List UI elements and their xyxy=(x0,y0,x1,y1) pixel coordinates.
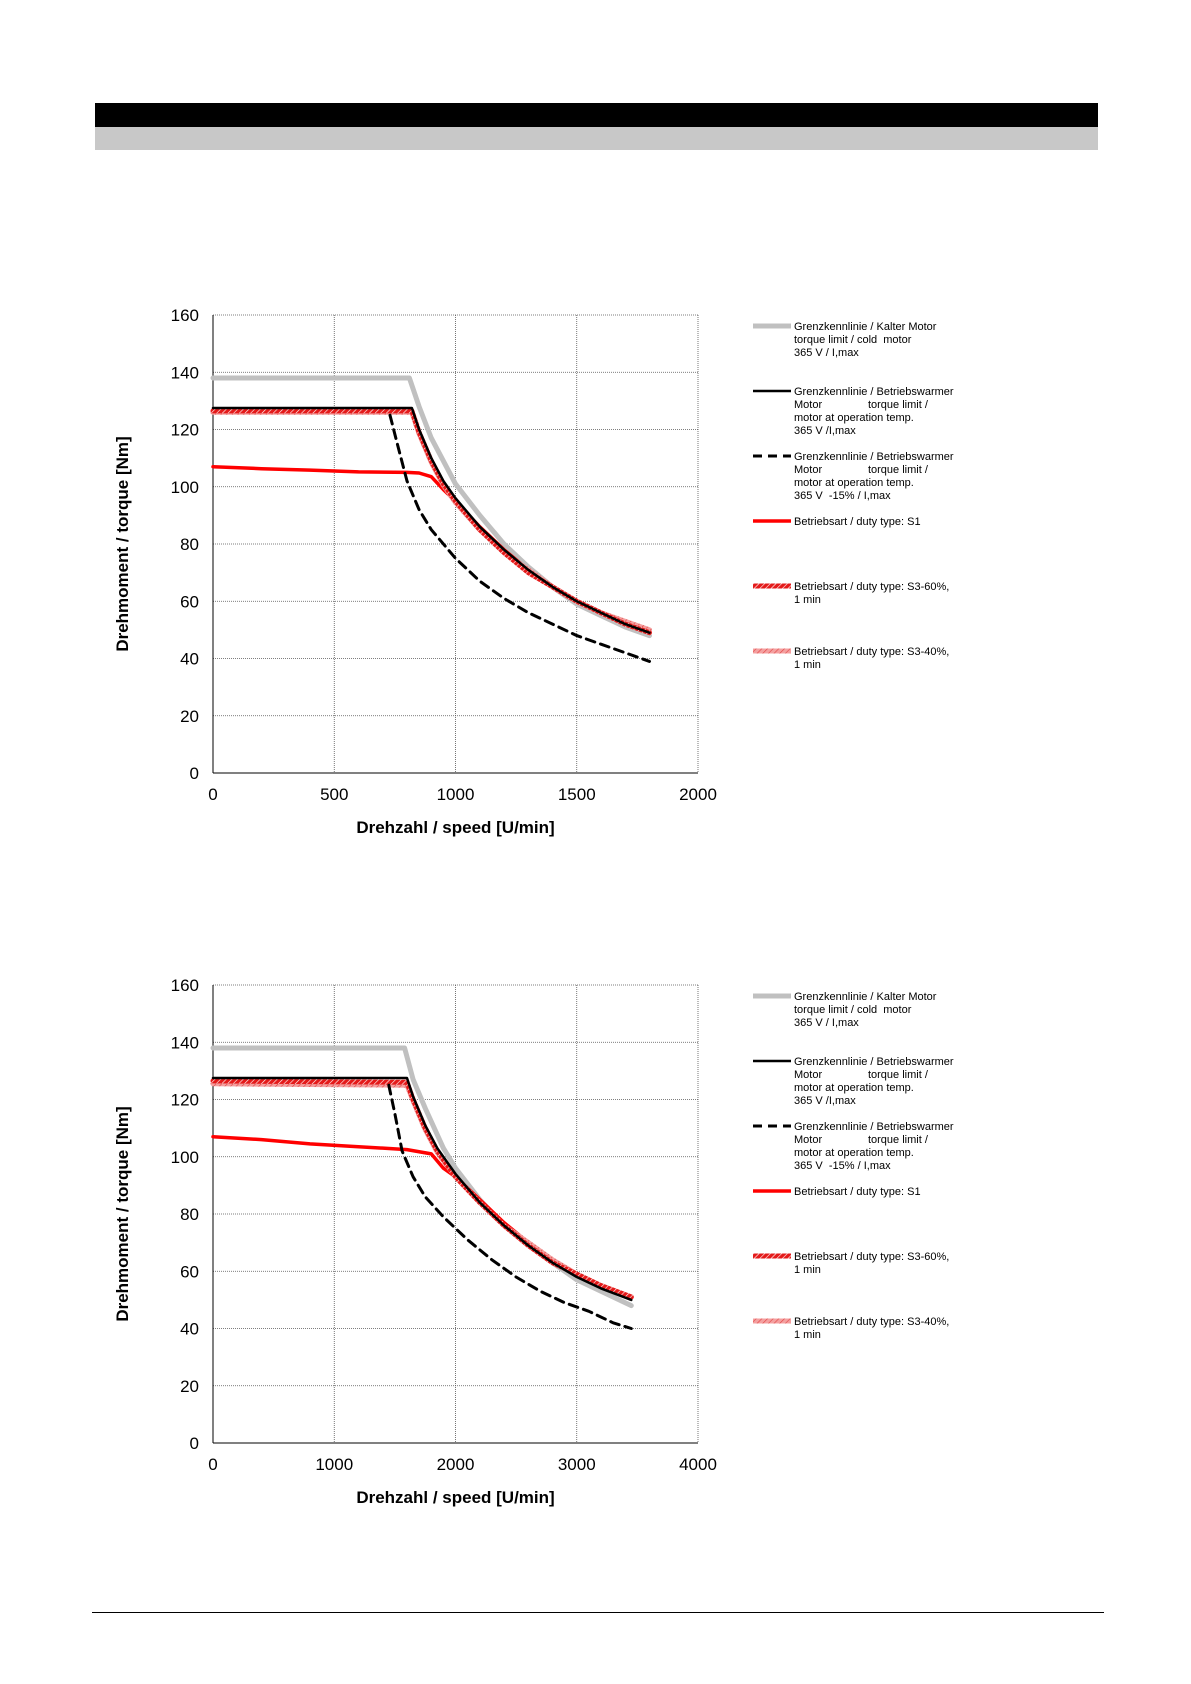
legend-item-3: Grenzkennlinie / Betriebswarmer Motor tor… xyxy=(753,1121,954,1172)
series-line-6 xyxy=(210,409,652,633)
y-tick-label: 20 xyxy=(180,707,199,726)
y-tick-label: 100 xyxy=(171,478,199,497)
legend-label: Betriebsart / duty type: S1 xyxy=(794,516,921,528)
series-line-2 xyxy=(211,1076,633,1302)
header-gray-bar xyxy=(95,127,1098,150)
series-line-3 xyxy=(387,1083,633,1330)
y-tick-label: 80 xyxy=(180,1205,199,1224)
legend-label: Grenzkennlinie / Kalter Motor torque limi… xyxy=(794,321,937,359)
legend-item-1: Grenzkennlinie / Kalter Motor torque limi… xyxy=(753,321,937,359)
legend-label: Betriebsart / duty type: S3-40%, 1 min xyxy=(794,1316,949,1341)
x-tick-label: 500 xyxy=(320,785,348,804)
x-tick-label: 1000 xyxy=(315,1455,353,1474)
legend-item-5: Betriebsart / duty type: S3-60%, 1 min xyxy=(753,1251,949,1276)
legend-label: Grenzkennlinie / Betriebswarmer Motor tor… xyxy=(794,1056,954,1107)
x-tick-label: 4000 xyxy=(679,1455,717,1474)
x-tick-label: 1500 xyxy=(558,785,596,804)
y-tick-label: 60 xyxy=(180,592,199,611)
x-tick-label: 3000 xyxy=(558,1455,596,1474)
y-tick-label: 140 xyxy=(171,363,199,382)
footer-rule xyxy=(92,1612,1104,1613)
legend-item-3: Grenzkennlinie / Betriebswarmer Motor tor… xyxy=(753,451,954,502)
x-tick-label: 1000 xyxy=(437,785,475,804)
y-axis-title: Drehmoment / torque [Nm] xyxy=(113,436,132,651)
legend-label: Betriebsart / duty type: S3-60%, 1 min xyxy=(794,1251,949,1276)
y-tick-label: 60 xyxy=(180,1262,199,1281)
x-tick-label: 0 xyxy=(208,785,217,804)
legend-item-4: Betriebsart / duty type: S1 xyxy=(753,516,921,528)
y-tick-label: 160 xyxy=(171,976,199,995)
legend-label: Grenzkennlinie / Kalter Motor torque limi… xyxy=(794,991,937,1029)
x-tick-label: 2000 xyxy=(437,1455,475,1474)
x-axis-title: Drehzahl / speed [U/min] xyxy=(356,1488,554,1507)
legend-label: Betriebsart / duty type: S3-60%, 1 min xyxy=(794,581,949,606)
series-line-2 xyxy=(211,406,651,634)
grid xyxy=(212,984,699,1444)
legend-item-6: Betriebsart / duty type: S3-40%, 1 min xyxy=(753,646,949,671)
legend-label: Betriebsart / duty type: S3-40%, 1 min xyxy=(794,646,949,671)
legend-item-4: Betriebsart / duty type: S1 xyxy=(753,1186,921,1198)
y-tick-label: 40 xyxy=(180,650,199,669)
y-axis-title: Drehmoment / torque [Nm] xyxy=(113,1106,132,1321)
y-tick-label: 0 xyxy=(190,764,199,783)
torque-speed-chart-2: 0 20 40 60 80 100 120 140 160 0 1000 2000 3000 4000 Dr… xyxy=(113,976,954,1507)
torque-speed-chart-1: 0 20 40 60 80 100 120 140 160 0 500 1000 1500 2000 Dre… xyxy=(113,306,954,837)
y-tick-label: 40 xyxy=(180,1320,199,1339)
x-axis-title: Drehzahl / speed [U/min] xyxy=(356,818,554,837)
legend-item-1: Grenzkennlinie / Kalter Motor torque limi… xyxy=(753,991,937,1029)
series-line-5 xyxy=(210,408,652,636)
y-tick-label: 80 xyxy=(180,535,199,554)
legend-label: Betriebsart / duty type: S1 xyxy=(794,1186,921,1198)
legend-item-2: Grenzkennlinie / Betriebswarmer Motor tor… xyxy=(753,386,954,437)
header-black-bar xyxy=(95,103,1098,127)
legend-label: Grenzkennlinie / Betriebswarmer Motor tor… xyxy=(794,386,954,437)
x-tick-label: 0 xyxy=(208,1455,217,1474)
y-tick-label: 140 xyxy=(171,1033,199,1052)
legend-label: Grenzkennlinie / Betriebswarmer Motor tor… xyxy=(794,1121,954,1172)
legend-item-6: Betriebsart / duty type: S3-40%, 1 min xyxy=(753,1316,949,1341)
legend-item-2: Grenzkennlinie / Betriebswarmer Motor tor… xyxy=(753,1056,954,1107)
y-tick-label: 20 xyxy=(180,1377,199,1396)
series-line-1 xyxy=(210,375,652,639)
y-tick-label: 120 xyxy=(171,1091,199,1110)
grid xyxy=(212,314,699,774)
y-tick-label: 100 xyxy=(171,1148,199,1167)
y-tick-label: 0 xyxy=(190,1434,199,1453)
legend-label: Grenzkennlinie / Betriebswarmer Motor tor… xyxy=(794,451,954,502)
y-tick-label: 120 xyxy=(171,421,199,440)
legend-item-5: Betriebsart / duty type: S3-60%, 1 min xyxy=(753,581,949,606)
x-tick-label: 2000 xyxy=(679,785,717,804)
y-tick-label: 160 xyxy=(171,306,199,325)
